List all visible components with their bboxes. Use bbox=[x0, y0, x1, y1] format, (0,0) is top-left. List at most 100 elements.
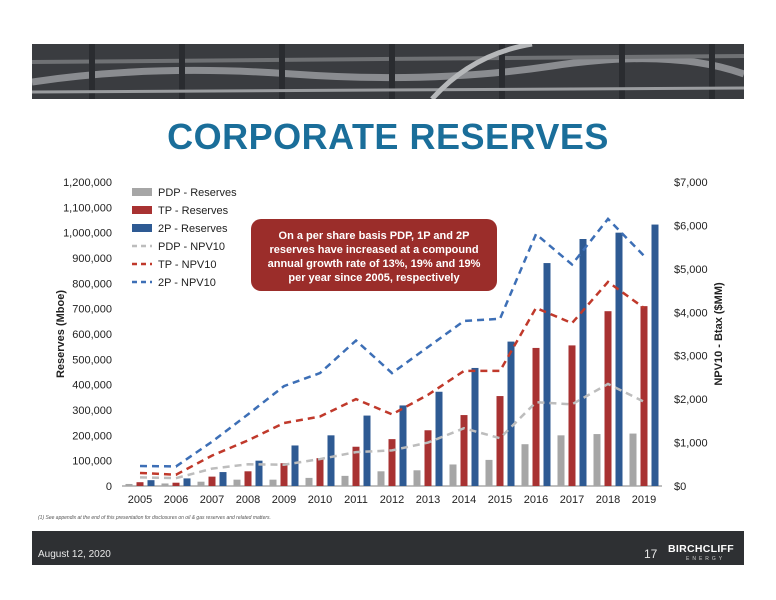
y2-tick-label: $3,000 bbox=[674, 351, 708, 363]
annotation-text-line: per year since 2005, respectively bbox=[288, 272, 460, 284]
bar-pdp-reserves-2006 bbox=[161, 483, 169, 486]
bar-tp-reserves-2010 bbox=[316, 458, 324, 486]
bar-2p-reserves-2007 bbox=[219, 472, 227, 486]
bar-tp-reserves-2006 bbox=[172, 482, 180, 486]
bar-tp-reserves-2011 bbox=[352, 446, 360, 486]
bar-2p-reserves-2016 bbox=[543, 263, 551, 486]
x-tick-label: 2006 bbox=[164, 494, 188, 506]
y-tick-label: 300,000 bbox=[72, 405, 112, 417]
bar-pdp-reserves-2016 bbox=[521, 444, 529, 486]
page-number: 17 bbox=[644, 547, 658, 561]
bar-tp-reserves-2005 bbox=[136, 482, 144, 486]
bar-2p-reserves-2005 bbox=[147, 480, 155, 486]
y-tick-label: 600,000 bbox=[72, 329, 112, 341]
x-tick-label: 2008 bbox=[236, 494, 260, 506]
pipes-photo-graphic bbox=[32, 44, 744, 99]
bar-pdp-reserves-2010 bbox=[305, 477, 313, 486]
y-tick-label: 0 bbox=[106, 481, 112, 493]
y2-tick-label: $6,000 bbox=[674, 220, 708, 232]
footer-date: August 12, 2020 bbox=[38, 549, 111, 560]
legend-label: PDP - Reserves bbox=[158, 187, 237, 199]
line-pdp-npv10 bbox=[139, 382, 645, 480]
bar-pdp-reserves-2007 bbox=[197, 481, 205, 486]
logo-brand-text: BIRCHCLIFF bbox=[668, 543, 734, 555]
x-tick-label: 2015 bbox=[488, 494, 512, 506]
x-tick-label: 2005 bbox=[128, 494, 152, 506]
y2-tick-label: $4,000 bbox=[674, 307, 708, 319]
bar-tp-reserves-2016 bbox=[532, 347, 540, 486]
x-tick-label: 2011 bbox=[344, 494, 368, 506]
page-title: CORPORATE RESERVES bbox=[167, 116, 609, 157]
chart-axes: 0 100,000 200,000 300,000 400,000 500,000 600,… bbox=[55, 177, 725, 506]
x-tick-label: 2007 bbox=[200, 494, 224, 506]
bar-tp-reserves-2013 bbox=[424, 430, 432, 486]
x-tick-label: 2016 bbox=[524, 494, 548, 506]
legend-label: 2P - NPV10 bbox=[158, 277, 216, 289]
bar-2p-reserves-2017 bbox=[579, 239, 587, 486]
y2-tick-label: $2,000 bbox=[674, 394, 708, 406]
x-tick-label: 2017 bbox=[560, 494, 584, 506]
bar-2p-reserves-2009 bbox=[291, 445, 299, 486]
logo-sub-text: ENERGY bbox=[686, 556, 726, 562]
bar-tp-reserves-2007 bbox=[208, 476, 216, 486]
bar-2p-reserves-2018 bbox=[615, 232, 623, 486]
legend-label: TP - Reserves bbox=[158, 205, 229, 217]
y2-tick-label: $7,000 bbox=[674, 177, 708, 189]
bar-2p-reserves-2015 bbox=[507, 341, 515, 486]
y-tick-label: 900,000 bbox=[72, 253, 112, 265]
y2-tick-label: $0 bbox=[674, 481, 686, 493]
bar-pdp-reserves-2018 bbox=[593, 434, 601, 486]
bar-tp-reserves-2012 bbox=[388, 439, 396, 486]
y-tick-label: 400,000 bbox=[72, 380, 112, 392]
y-tick-label: 500,000 bbox=[72, 354, 112, 366]
bar-tp-reserves-2015 bbox=[496, 396, 504, 486]
bar-pdp-reserves-2011 bbox=[341, 475, 349, 486]
chart-annotation: On a per share basis PDP, 1P and 2P reser… bbox=[251, 219, 497, 291]
chart-legend: PDP - Reserves TP - Reserves 2P - Reserves… bbox=[132, 187, 237, 289]
bar-pdp-reserves-2014 bbox=[449, 464, 457, 486]
bar-tp-reserves-2017 bbox=[568, 345, 576, 486]
bar-tp-reserves-2018 bbox=[604, 311, 612, 486]
y-tick-label: 1,000,000 bbox=[63, 228, 112, 240]
legend-swatch bbox=[132, 188, 152, 196]
legend-swatch bbox=[132, 224, 152, 232]
bar-pdp-reserves-2017 bbox=[557, 435, 565, 486]
y-tick-label: 700,000 bbox=[72, 304, 112, 316]
annotation-text-line: On a per share basis PDP, 1P and 2P bbox=[279, 230, 470, 242]
bar-pdp-reserves-2019 bbox=[629, 433, 637, 486]
bar-2p-reserves-2010 bbox=[327, 435, 335, 486]
y-tick-label: 1,100,000 bbox=[63, 202, 112, 214]
bar-tp-reserves-2008 bbox=[244, 471, 252, 486]
x-tick-label: 2012 bbox=[380, 494, 404, 506]
bar-tp-reserves-2019 bbox=[640, 306, 648, 486]
bar-2p-reserves-2012 bbox=[399, 405, 407, 486]
y2-tick-label: $1,000 bbox=[674, 438, 708, 450]
y-tick-label: 100,000 bbox=[72, 456, 112, 468]
legend-label: TP - NPV10 bbox=[158, 259, 217, 271]
footnote: (1) See appendix at the end of this pres… bbox=[38, 515, 271, 521]
y-tick-label: 800,000 bbox=[72, 278, 112, 290]
bar-2p-reserves-2006 bbox=[183, 478, 191, 486]
x-tick-label: 2013 bbox=[416, 494, 440, 506]
header-banner-image bbox=[32, 44, 744, 99]
bar-pdp-reserves-2013 bbox=[413, 470, 421, 486]
chart-lines bbox=[139, 217, 645, 480]
x-tick-label: 2014 bbox=[452, 494, 476, 506]
footer-bar: August 12, 2020 17 BIRCHCLIFF ENERGY bbox=[32, 531, 744, 565]
y2-axis-label: NPV10 - Btax ($MM) bbox=[713, 282, 725, 386]
x-tick-label: 2009 bbox=[272, 494, 296, 506]
bar-2p-reserves-2019 bbox=[651, 224, 659, 486]
y2-tick-label: $5,000 bbox=[674, 264, 708, 276]
bar-tp-reserves-2014 bbox=[460, 415, 468, 486]
annotation-box bbox=[251, 219, 497, 291]
annotation-text-line: reserves have increased at a compound bbox=[269, 244, 478, 256]
bar-2p-reserves-2014 bbox=[471, 367, 479, 486]
bar-2p-reserves-2008 bbox=[255, 460, 263, 486]
reserves-chart: 0 100,000 200,000 300,000 400,000 500,000 600,… bbox=[55, 177, 725, 506]
bar-pdp-reserves-2012 bbox=[377, 471, 385, 486]
line-tp-npv10 bbox=[139, 280, 645, 476]
x-tick-label: 2018 bbox=[596, 494, 620, 506]
x-tick-label: 2019 bbox=[632, 494, 656, 506]
y-axis-label: Reserves (Mboe) bbox=[55, 290, 67, 378]
legend-label: 2P - Reserves bbox=[158, 223, 228, 235]
